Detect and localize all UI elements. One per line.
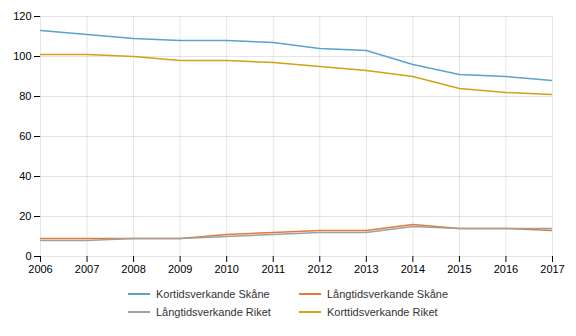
svg-text:0: 0 xyxy=(25,250,31,262)
html-text:Korttidsverkande Riket: Korttidsverkande Riket xyxy=(326,306,438,318)
svg-text:2007: 2007 xyxy=(75,263,99,275)
svg-text:2015: 2015 xyxy=(447,263,471,275)
svg-text:60: 60 xyxy=(19,130,31,142)
svg-text:100: 100 xyxy=(13,50,31,62)
svg-text:2016: 2016 xyxy=(494,263,518,275)
svg-text:2011: 2011 xyxy=(261,263,285,275)
svg-text:2009: 2009 xyxy=(168,263,192,275)
svg-text:2013: 2013 xyxy=(354,263,378,275)
svg-text:2017: 2017 xyxy=(540,263,564,275)
html-text:Långtidsverkande Riket: Långtidsverkande Riket xyxy=(156,306,271,318)
svg-text:80: 80 xyxy=(19,90,31,102)
svg-text:2012: 2012 xyxy=(308,263,332,275)
svg-text:20: 20 xyxy=(19,210,31,222)
svg-text:2008: 2008 xyxy=(121,263,145,275)
svg-text:40: 40 xyxy=(19,170,31,182)
html-text:Långtidsverkande Skåne: Långtidsverkande Skåne xyxy=(326,288,448,300)
svg-text:2010: 2010 xyxy=(214,263,238,275)
svg-text:2014: 2014 xyxy=(401,263,425,275)
svg-text:2006: 2006 xyxy=(28,263,52,275)
svg-text:120: 120 xyxy=(13,10,31,22)
html-text:Kortidsverkande Skåne: Kortidsverkande Skåne xyxy=(156,288,270,300)
